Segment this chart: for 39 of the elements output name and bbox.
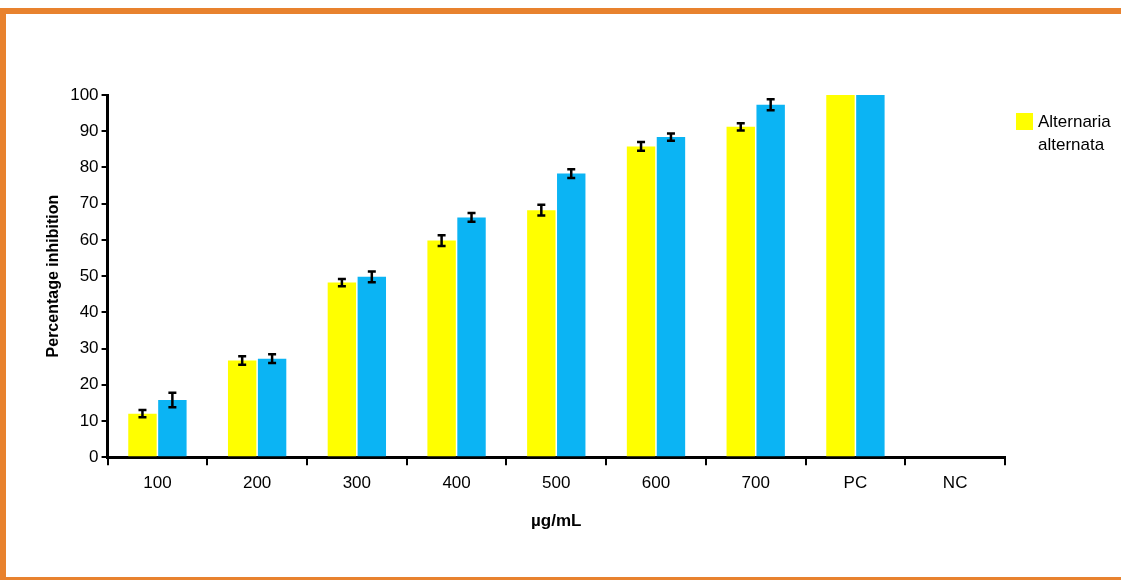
y-tick-label: 50 xyxy=(79,265,99,285)
y-tick-label: 0 xyxy=(89,446,99,466)
bar xyxy=(626,146,656,457)
y-tick-label: 100 xyxy=(70,84,99,104)
x-axis-title: µg/mL xyxy=(531,511,582,531)
bar xyxy=(756,104,785,457)
bar xyxy=(427,240,456,457)
y-tick-label: 30 xyxy=(79,338,99,358)
bar xyxy=(856,95,885,457)
y-tick-label: 10 xyxy=(79,410,99,430)
y-axis-title: Percentage inhibition xyxy=(44,194,62,358)
bar xyxy=(357,276,387,457)
y-tick-label: 60 xyxy=(79,229,99,249)
y-tick-label: 80 xyxy=(79,157,99,177)
bar xyxy=(557,173,586,457)
x-tick-label: NC xyxy=(942,473,968,493)
y-tick-label: 40 xyxy=(79,302,99,322)
x-tick-label: 300 xyxy=(342,473,372,493)
bar xyxy=(327,282,357,457)
bar xyxy=(726,126,755,457)
legend-label: Alternaria alternata xyxy=(1038,111,1112,156)
x-tick-label: 200 xyxy=(242,473,272,493)
bar xyxy=(158,399,187,457)
bar xyxy=(527,210,556,457)
bar xyxy=(227,360,257,457)
bar xyxy=(826,95,855,457)
y-tick-label: 90 xyxy=(79,120,99,140)
x-tick-label: 600 xyxy=(641,473,671,493)
x-tick-label: 700 xyxy=(741,473,770,493)
bar xyxy=(656,137,686,457)
x-tick-label: 100 xyxy=(143,473,172,493)
x-tick-label: 400 xyxy=(442,473,471,493)
y-tick-label: 70 xyxy=(79,193,99,213)
x-tick-label: PC xyxy=(843,473,868,493)
bar xyxy=(457,217,486,457)
bar xyxy=(128,413,157,457)
bar xyxy=(257,358,287,457)
x-tick-label: 500 xyxy=(542,473,571,493)
y-tick-label: 20 xyxy=(79,374,99,394)
